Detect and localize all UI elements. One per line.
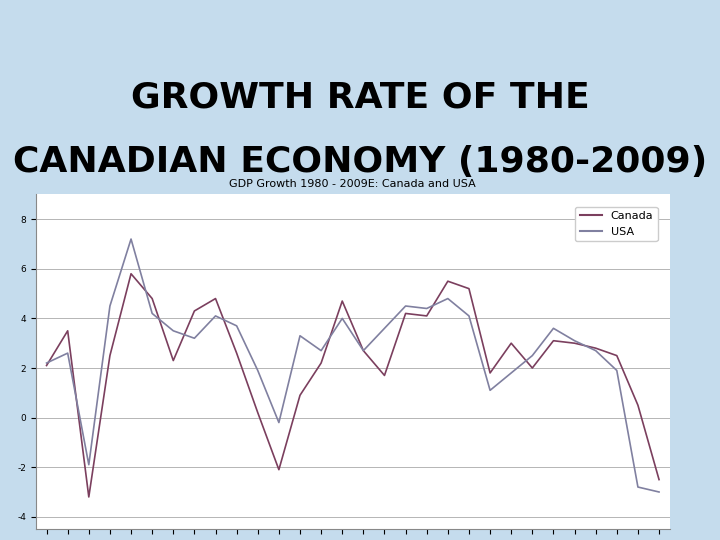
- Canada: [528, 364, 536, 371]
- Canada: [401, 310, 410, 316]
- Text: CANADIAN ECONOMY (1980-2009): CANADIAN ECONOMY (1980-2009): [13, 145, 707, 179]
- USA: [42, 360, 51, 366]
- USA: [570, 338, 579, 344]
- Canada: [338, 298, 346, 304]
- Canada: [317, 360, 325, 366]
- Canada: [549, 338, 558, 344]
- Legend: Canada, USA: Canada, USA: [575, 207, 657, 241]
- Canada: [464, 286, 473, 292]
- USA: [233, 322, 241, 329]
- USA: [63, 350, 72, 356]
- Canada: [233, 350, 241, 356]
- USA: [634, 484, 642, 490]
- Canada: [63, 328, 72, 334]
- Canada: [591, 345, 600, 352]
- USA: [549, 325, 558, 332]
- Canada: [444, 278, 452, 285]
- Title: GDP Growth 1980 - 2009E: Canada and USA: GDP Growth 1980 - 2009E: Canada and USA: [230, 179, 476, 190]
- USA: [507, 370, 516, 376]
- Line: USA: USA: [47, 239, 659, 492]
- USA: [338, 315, 346, 322]
- USA: [296, 333, 305, 339]
- Canada: [274, 467, 283, 473]
- Text: GROWTH RATE OF THE: GROWTH RATE OF THE: [130, 80, 590, 114]
- USA: [654, 489, 663, 495]
- Canada: [296, 392, 305, 399]
- Canada: [190, 308, 199, 314]
- Canada: [106, 353, 114, 359]
- USA: [127, 236, 135, 242]
- Canada: [634, 402, 642, 408]
- USA: [591, 347, 600, 354]
- USA: [613, 367, 621, 374]
- Canada: [253, 409, 262, 416]
- USA: [359, 347, 368, 354]
- USA: [211, 313, 220, 319]
- Canada: [42, 362, 51, 369]
- Canada: [380, 372, 389, 379]
- USA: [444, 295, 452, 302]
- USA: [317, 347, 325, 354]
- USA: [169, 328, 178, 334]
- Canada: [486, 370, 495, 376]
- Canada: [613, 353, 621, 359]
- USA: [253, 367, 262, 374]
- USA: [401, 303, 410, 309]
- Canada: [148, 295, 156, 302]
- Canada: [359, 347, 368, 354]
- USA: [84, 462, 93, 468]
- Canada: [570, 340, 579, 347]
- USA: [106, 303, 114, 309]
- Canada: [423, 313, 431, 319]
- USA: [423, 305, 431, 312]
- Canada: [84, 494, 93, 500]
- USA: [486, 387, 495, 394]
- USA: [380, 325, 389, 332]
- Canada: [169, 357, 178, 364]
- Canada: [211, 295, 220, 302]
- USA: [464, 313, 473, 319]
- USA: [148, 310, 156, 316]
- USA: [274, 420, 283, 426]
- Line: Canada: Canada: [47, 274, 659, 497]
- USA: [190, 335, 199, 341]
- Canada: [507, 340, 516, 347]
- Canada: [127, 271, 135, 277]
- USA: [528, 353, 536, 359]
- Canada: [654, 476, 663, 483]
